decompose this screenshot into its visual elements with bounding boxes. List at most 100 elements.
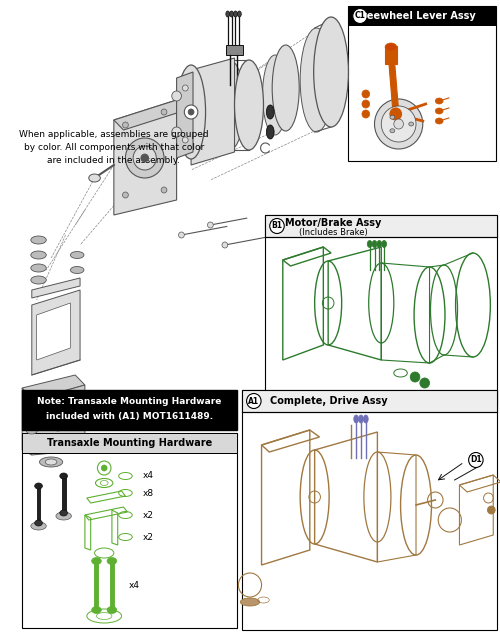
Ellipse shape bbox=[122, 122, 128, 128]
Ellipse shape bbox=[266, 105, 274, 119]
Text: Transaxle Mounting Hardware: Transaxle Mounting Hardware bbox=[46, 438, 212, 448]
Ellipse shape bbox=[390, 115, 395, 119]
Ellipse shape bbox=[234, 60, 264, 150]
Polygon shape bbox=[32, 278, 80, 298]
Ellipse shape bbox=[374, 99, 423, 149]
Ellipse shape bbox=[420, 378, 430, 388]
Ellipse shape bbox=[266, 125, 274, 139]
Bar bbox=[242, 390, 497, 630]
Polygon shape bbox=[389, 64, 398, 111]
Ellipse shape bbox=[31, 522, 46, 530]
Circle shape bbox=[353, 8, 368, 23]
Ellipse shape bbox=[172, 127, 182, 137]
Polygon shape bbox=[176, 72, 193, 158]
Bar bbox=[226, 45, 243, 55]
Ellipse shape bbox=[161, 187, 167, 193]
Ellipse shape bbox=[31, 276, 46, 284]
Ellipse shape bbox=[56, 512, 72, 520]
Ellipse shape bbox=[184, 105, 198, 119]
Text: x2: x2 bbox=[143, 532, 154, 541]
Bar bbox=[348, 6, 496, 161]
Ellipse shape bbox=[46, 459, 57, 465]
Ellipse shape bbox=[182, 85, 188, 91]
Ellipse shape bbox=[60, 473, 68, 479]
Ellipse shape bbox=[102, 465, 107, 471]
Ellipse shape bbox=[394, 119, 404, 129]
Ellipse shape bbox=[176, 65, 206, 159]
Ellipse shape bbox=[272, 45, 299, 131]
Ellipse shape bbox=[238, 11, 242, 17]
Text: C1: C1 bbox=[354, 11, 366, 20]
Text: A1: A1 bbox=[248, 396, 260, 406]
Text: Note: Transaxle Mounting Hardware: Note: Transaxle Mounting Hardware bbox=[37, 398, 222, 406]
Ellipse shape bbox=[390, 128, 395, 133]
Text: included with (A1) MOT1611489.: included with (A1) MOT1611489. bbox=[46, 413, 213, 422]
Bar bbox=[62, 476, 66, 511]
Ellipse shape bbox=[364, 415, 368, 423]
Bar bbox=[266, 215, 497, 237]
Ellipse shape bbox=[390, 108, 402, 120]
Text: are included in the assembly.: are included in the assembly. bbox=[48, 156, 180, 165]
Ellipse shape bbox=[92, 606, 102, 613]
Polygon shape bbox=[32, 385, 85, 455]
Ellipse shape bbox=[122, 192, 128, 198]
Circle shape bbox=[270, 218, 284, 234]
Bar bbox=[22, 390, 238, 430]
Circle shape bbox=[468, 453, 483, 468]
Ellipse shape bbox=[362, 100, 370, 108]
Ellipse shape bbox=[372, 241, 377, 248]
Polygon shape bbox=[191, 58, 234, 165]
Ellipse shape bbox=[222, 242, 228, 248]
Text: x2: x2 bbox=[143, 510, 154, 520]
Ellipse shape bbox=[410, 372, 420, 382]
Ellipse shape bbox=[40, 457, 62, 467]
Bar bbox=[385, 46, 396, 64]
Ellipse shape bbox=[70, 266, 84, 273]
Bar bbox=[242, 390, 497, 412]
Ellipse shape bbox=[26, 426, 38, 434]
Text: When applicable, assemblies are grouped: When applicable, assemblies are grouped bbox=[19, 130, 208, 139]
Ellipse shape bbox=[436, 98, 443, 104]
Ellipse shape bbox=[31, 264, 46, 272]
Text: (Includes Brake): (Includes Brake) bbox=[298, 227, 368, 237]
Polygon shape bbox=[32, 290, 80, 375]
Text: by color. All components with that color: by color. All components with that color bbox=[24, 143, 204, 152]
Text: B1: B1 bbox=[272, 222, 282, 230]
Bar bbox=[348, 6, 496, 26]
Polygon shape bbox=[22, 375, 85, 400]
Ellipse shape bbox=[300, 28, 333, 132]
Ellipse shape bbox=[230, 11, 234, 17]
Ellipse shape bbox=[182, 137, 188, 143]
Text: Complete, Drive Assy: Complete, Drive Assy bbox=[270, 396, 388, 406]
Ellipse shape bbox=[368, 241, 372, 248]
Ellipse shape bbox=[377, 241, 382, 248]
Text: Freewheel Lever Assy: Freewheel Lever Assy bbox=[356, 11, 476, 21]
Ellipse shape bbox=[60, 510, 68, 516]
Bar bbox=[36, 486, 40, 521]
Text: x8: x8 bbox=[143, 489, 154, 498]
Ellipse shape bbox=[52, 419, 64, 431]
Ellipse shape bbox=[92, 558, 102, 565]
Text: D1: D1 bbox=[470, 456, 482, 465]
Ellipse shape bbox=[141, 154, 148, 162]
Ellipse shape bbox=[240, 598, 260, 606]
Ellipse shape bbox=[89, 174, 101, 182]
Ellipse shape bbox=[226, 11, 230, 17]
Ellipse shape bbox=[70, 251, 84, 258]
Polygon shape bbox=[36, 303, 70, 360]
Ellipse shape bbox=[436, 108, 443, 114]
Ellipse shape bbox=[354, 415, 358, 423]
Ellipse shape bbox=[362, 90, 370, 98]
Bar bbox=[266, 215, 497, 405]
Ellipse shape bbox=[208, 222, 214, 228]
Text: x4: x4 bbox=[143, 472, 154, 480]
Ellipse shape bbox=[382, 106, 416, 142]
Ellipse shape bbox=[215, 60, 244, 150]
Ellipse shape bbox=[488, 506, 495, 514]
Ellipse shape bbox=[382, 241, 386, 248]
Ellipse shape bbox=[172, 91, 182, 101]
Ellipse shape bbox=[107, 606, 117, 613]
Ellipse shape bbox=[262, 55, 287, 135]
Ellipse shape bbox=[362, 110, 370, 118]
Text: Motor/Brake Assy: Motor/Brake Assy bbox=[285, 218, 381, 228]
